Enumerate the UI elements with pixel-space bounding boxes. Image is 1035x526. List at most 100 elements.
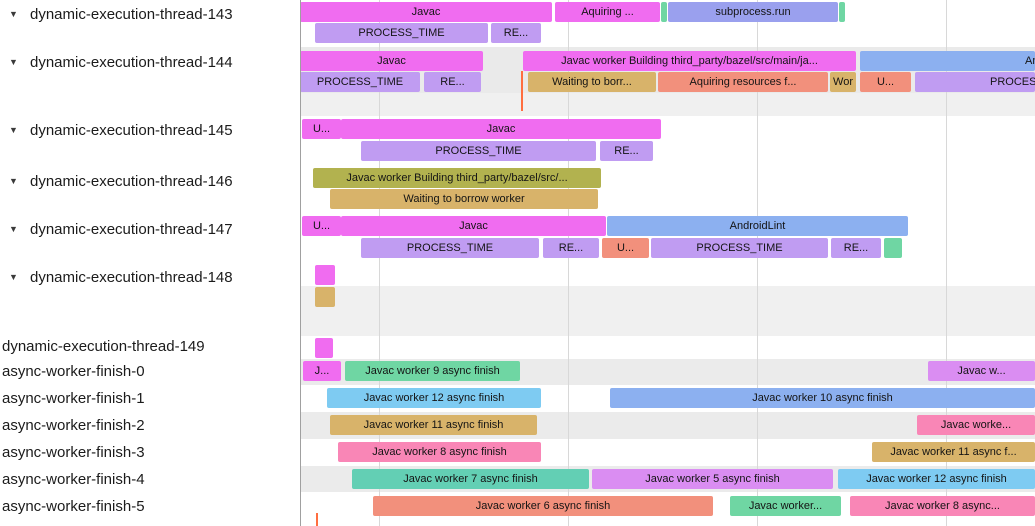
slice-label: Waiting to borr... (552, 76, 632, 88)
slice-label: Javac worke... (940, 419, 1012, 431)
trace-slice[interactable]: AndroidLint (860, 51, 1035, 71)
trace-slice[interactable]: Javac (300, 51, 483, 71)
slice-label: RE... (614, 145, 639, 157)
collapse-arrow-icon[interactable]: ▼ (9, 57, 18, 67)
trace-slice[interactable]: Javac worker 8 async... (850, 496, 1035, 516)
track-row[interactable]: ▼ dynamic-execution-thread-146 (0, 171, 300, 191)
trace-slice[interactable]: Javac worker 11 async f... (872, 442, 1035, 462)
trace-slice[interactable]: PROCESS_TIME (361, 141, 596, 161)
trace-slice[interactable]: J... (303, 361, 341, 381)
trace-slice[interactable] (839, 2, 845, 22)
track-row[interactable]: ▼ dynamic-execution-thread-148 (0, 267, 300, 287)
trace-slice[interactable]: RE... (491, 23, 541, 43)
trace-slice[interactable]: Javac worker 10 async finish (610, 388, 1035, 408)
track-row[interactable]: ▼ dynamic-execution-thread-145 (0, 120, 300, 140)
trace-slice[interactable]: Javac worker Building third_party/bazel/… (523, 51, 856, 71)
slice-label: U... (876, 76, 895, 88)
slice-label: PROCESS_TIME (696, 242, 783, 254)
trace-slice[interactable]: RE... (600, 141, 653, 161)
slice-label: Aquiring ... (581, 6, 634, 18)
time-gridline (379, 0, 380, 526)
trace-slice[interactable]: RE... (543, 238, 599, 258)
trace-slice[interactable]: subprocess.run (668, 2, 838, 22)
slice-label: Javac worker 12 async finish (866, 473, 1007, 485)
collapse-arrow-icon[interactable]: ▼ (9, 272, 18, 282)
trace-slice[interactable]: U... (302, 119, 341, 139)
track-name: dynamic-execution-thread-149 (2, 337, 205, 355)
slice-label: Aquiring resources f... (689, 76, 797, 88)
row-band (300, 286, 1035, 336)
slice-label: U... (616, 242, 635, 254)
trace-slice[interactable]: Javac worker 9 async finish (345, 361, 520, 381)
trace-slice[interactable]: PROCESS_TIME (361, 238, 539, 258)
trace-slice[interactable]: Waiting to borrow worker (330, 189, 598, 209)
trace-slice[interactable]: RE... (831, 238, 881, 258)
track-row[interactable]: dynamic-execution-thread-149 (0, 336, 300, 356)
trace-slice[interactable] (661, 2, 667, 22)
slice-label: U... (312, 220, 331, 232)
collapse-arrow-icon[interactable]: ▼ (9, 9, 18, 19)
trace-slice[interactable] (884, 238, 902, 258)
trace-slice[interactable]: Javac (300, 2, 552, 22)
trace-slice[interactable]: Javac worker 12 async finish (327, 388, 541, 408)
track-name: dynamic-execution-thread-143 (30, 5, 233, 23)
trace-slice[interactable]: RE... (424, 72, 481, 92)
trace-slice[interactable]: PROCESS_TIME (315, 23, 488, 43)
slice-label: Javac worker 12 async finish (363, 392, 505, 404)
track-row[interactable]: async-worker-finish-2 (0, 415, 300, 435)
trace-slice[interactable] (315, 287, 335, 307)
trace-slice[interactable]: Javac worker 11 async finish (330, 415, 537, 435)
track-row[interactable]: ▼ dynamic-execution-thread-147 (0, 219, 300, 239)
trace-slice[interactable]: Javac (341, 119, 661, 139)
track-row[interactable]: async-worker-finish-3 (0, 442, 300, 462)
trace-slice[interactable]: PROCESS_TIME (915, 72, 1035, 92)
track-row[interactable]: async-worker-finish-0 (0, 361, 300, 381)
trace-slice[interactable]: PROCESS_TIME (300, 72, 420, 92)
track-name: async-worker-finish-4 (2, 470, 145, 488)
track-row[interactable]: ▼ dynamic-execution-thread-144 (0, 52, 300, 72)
trace-slice[interactable]: Javac worker 8 async finish (338, 442, 541, 462)
trace-slice[interactable]: Javac worker 7 async finish (352, 469, 589, 489)
collapse-arrow-icon[interactable]: ▼ (9, 125, 18, 135)
track-row[interactable]: async-worker-finish-5 (0, 496, 300, 516)
track-name: async-worker-finish-5 (2, 497, 145, 515)
trace-slice[interactable]: AndroidLint (607, 216, 908, 236)
time-gridline (757, 0, 758, 526)
trace-slice[interactable]: Wor (830, 72, 856, 92)
trace-slice[interactable]: U... (602, 238, 649, 258)
trace-slice[interactable]: Javac worker 6 async finish (373, 496, 713, 516)
track-name: dynamic-execution-thread-145 (30, 121, 233, 139)
trace-slice[interactable] (315, 265, 335, 285)
trace-slice[interactable]: Javac worker Building third_party/bazel/… (313, 168, 601, 188)
row-band (300, 93, 1035, 116)
trace-slice[interactable] (315, 338, 333, 358)
trace-slice[interactable]: Aquiring resources f... (658, 72, 828, 92)
trace-slice[interactable]: Aquiring ... (555, 2, 660, 22)
trace-slice[interactable]: Waiting to borr... (528, 72, 656, 92)
collapse-arrow-icon[interactable]: ▼ (9, 176, 18, 186)
trace-slice[interactable]: Javac (341, 216, 606, 236)
trace-slice[interactable]: Javac worke... (917, 415, 1035, 435)
slice-label: Javac worker 7 async finish (403, 473, 538, 485)
slice-label: U... (312, 123, 331, 135)
track-row[interactable]: async-worker-finish-1 (0, 388, 300, 408)
track-row[interactable]: async-worker-finish-4 (0, 469, 300, 489)
trace-slice[interactable]: PROCESS_TIME (651, 238, 828, 258)
collapse-arrow-icon[interactable]: ▼ (9, 224, 18, 234)
track-row[interactable]: ▼ dynamic-execution-thread-143 (0, 4, 300, 24)
slice-label: Javac worker... (748, 500, 823, 512)
time-gridline (568, 0, 569, 526)
row-band (300, 519, 1035, 526)
slice-label: RE... (843, 242, 869, 254)
trace-slice[interactable]: Javac w... (928, 361, 1035, 381)
track-name: async-worker-finish-0 (2, 362, 145, 380)
trace-slice[interactable]: Javac worker... (730, 496, 841, 516)
trace-slice[interactable]: U... (860, 72, 911, 92)
trace-slice[interactable]: Javac worker 12 async finish (838, 469, 1035, 489)
slice-label: Javac worker 8 async finish (372, 446, 507, 458)
slice-label: Waiting to borrow worker (403, 193, 525, 205)
trace-slice[interactable]: U... (302, 216, 341, 236)
trace-slice[interactable]: Javac worker 5 async finish (592, 469, 833, 489)
slice-label: PROCESS_TIME (990, 76, 1035, 88)
